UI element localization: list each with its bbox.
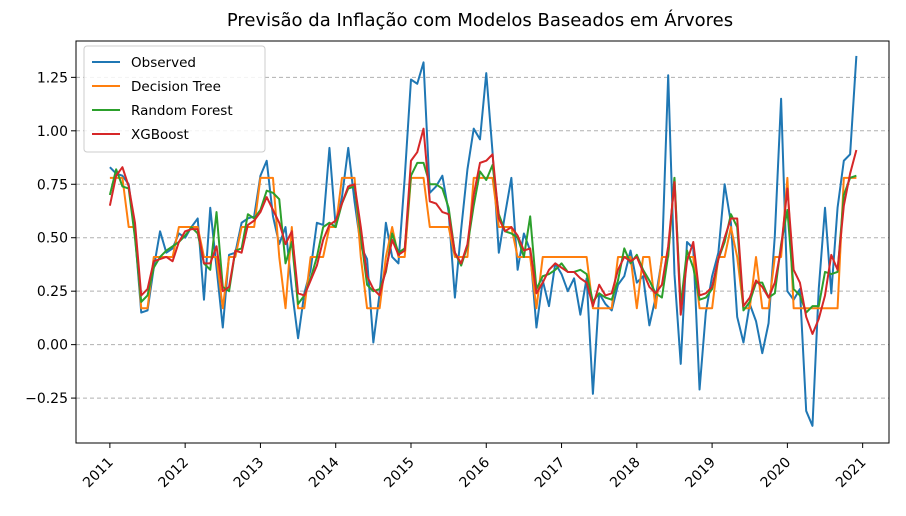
legend-label: XGBoost xyxy=(131,127,189,143)
x-tick-label: 2020 xyxy=(758,455,795,492)
y-tick-label: 1.25 xyxy=(37,70,68,86)
x-tick-label: 2021 xyxy=(833,455,870,492)
x-tick-label: 2011 xyxy=(80,455,117,492)
y-tick-label: 1.00 xyxy=(37,124,68,140)
legend-label: Random Forest xyxy=(131,103,233,119)
x-tick-label: 2016 xyxy=(457,454,494,491)
series-layer xyxy=(108,55,858,427)
x-tick-label: 2015 xyxy=(381,455,418,492)
legend-label: Observed xyxy=(131,55,196,71)
plot-frame xyxy=(75,40,890,444)
chart-title: Previsão da Inflação com Modelos Baseado… xyxy=(227,9,733,31)
legend-box xyxy=(83,45,266,153)
y-tick-label: 0.75 xyxy=(37,177,68,193)
x-axis: 2011 2012 2013 2014 2015 2016 2017 2018 2019 2020… xyxy=(80,443,869,491)
legend-label: Decision Tree xyxy=(131,79,221,95)
x-tick-label: 2017 xyxy=(532,455,569,492)
x-tick-label: 2014 xyxy=(306,454,343,491)
legend: Observed Decision Tree Random Forest XGBoos… xyxy=(83,45,266,153)
y-tick-label: 0.50 xyxy=(37,231,68,247)
x-tick-label: 2013 xyxy=(231,455,268,492)
y-tick-label: 0.00 xyxy=(37,338,68,354)
x-tick-label: 2018 xyxy=(607,455,644,492)
y-axis: −0.25 0.00 0.25 0.50 0.75 1.00 1.25 xyxy=(25,70,76,407)
y-tick-label: 0.25 xyxy=(37,284,68,300)
y-tick-label: −0.25 xyxy=(25,391,68,407)
x-tick-label: 2012 xyxy=(155,455,192,492)
series-line-xgboost xyxy=(108,127,858,335)
x-tick-label: 2019 xyxy=(682,455,719,492)
